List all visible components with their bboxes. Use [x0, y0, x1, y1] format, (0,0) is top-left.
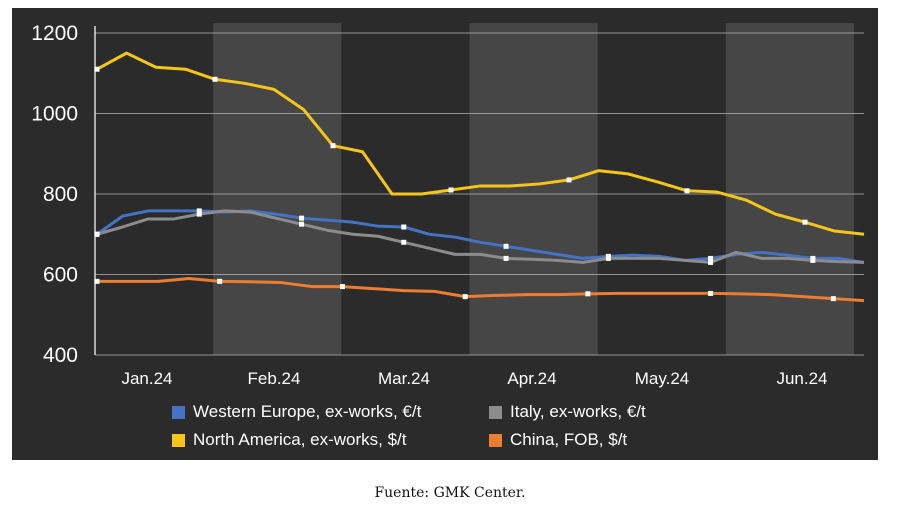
x-tick-label: Jun.24 [776, 369, 827, 388]
series-line-3 [97, 277, 865, 303]
data-point [503, 243, 509, 249]
legend-label-italy: Italy, ex-works, €/t [510, 402, 646, 421]
series-line-2 [96, 51, 865, 236]
series-line-1 [96, 209, 865, 264]
legend-item-north-america: North America, ex-works, $/t [172, 430, 407, 450]
y-tick-label: 400 [43, 344, 78, 367]
data-point [810, 257, 816, 263]
data-point [330, 143, 336, 149]
data-point [401, 239, 407, 245]
data-point [585, 291, 591, 297]
x-tick-label: Jan.24 [121, 369, 172, 388]
data-point [708, 290, 714, 296]
data-point [339, 284, 345, 290]
data-point [94, 66, 100, 72]
data-point [94, 231, 100, 237]
data-point [94, 278, 100, 284]
x-tick-label: Apr.24 [507, 369, 556, 388]
month-band [725, 23, 854, 355]
data-point [196, 208, 202, 214]
data-point [212, 76, 218, 82]
x-tick-label: Feb.24 [248, 369, 301, 388]
y-tick-label: 800 [43, 183, 78, 206]
data-point [299, 221, 305, 227]
legend-item-italy: Italy, ex-works, €/t [489, 402, 646, 422]
legend-swatch-western-europe [172, 405, 185, 419]
data-point [401, 224, 407, 230]
legend-item-china: China, FOB, $/t [489, 430, 627, 450]
data-point [830, 296, 836, 302]
data-point [503, 255, 509, 261]
line-chart: 400 600 800 1000 1200 Jan.24 Feb.24 Mar.24 Apr.2… [31, 22, 865, 388]
legend-label-north-america: North America, ex-works, $/t [193, 430, 407, 449]
legend-swatch-china [489, 433, 502, 447]
x-tick-label: May.24 [635, 369, 690, 388]
chart-panel: 400 600 800 1000 1200 Jan.24 Feb.24 Mar.24 Apr.2… [12, 8, 878, 460]
legend-swatch-north-america [172, 433, 185, 447]
data-point [802, 219, 808, 225]
legend-label-western-europe: Western Europe, ex-works, €/t [193, 402, 422, 421]
data-point [196, 211, 202, 217]
legend-swatch-italy [489, 405, 502, 419]
x-tick-label: Mar.24 [378, 369, 430, 388]
data-point [448, 187, 454, 193]
legend-item-western-europe: Western Europe, ex-works, €/t [172, 402, 421, 422]
data-point [684, 188, 690, 194]
y-tick-label: 1200 [31, 22, 78, 45]
data-point [708, 255, 714, 261]
y-tick-label: 600 [43, 264, 78, 287]
legend: Western Europe, ex-works, €/t Italy, ex-… [12, 400, 878, 460]
y-tick-label: 1000 [31, 103, 78, 126]
data-point [708, 259, 714, 265]
data-point [462, 294, 468, 300]
data-point [605, 255, 611, 261]
legend-label-china: China, FOB, $/t [510, 430, 628, 449]
data-point [217, 278, 223, 284]
month-band [469, 23, 598, 355]
source-caption: Fuente: GMK Center. [374, 485, 526, 501]
data-point [299, 215, 305, 221]
month-band [213, 23, 342, 355]
data-point [566, 177, 572, 183]
